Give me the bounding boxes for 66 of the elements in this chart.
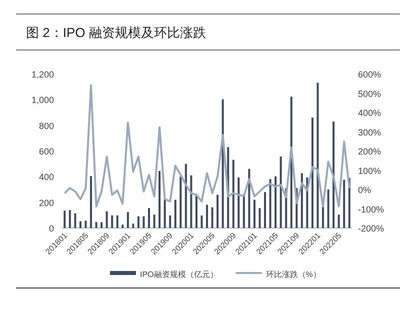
bar [90,176,92,228]
y-tick-label: 200 [38,198,54,208]
bar [311,118,314,228]
bar [232,160,234,228]
y-tick-label: 0 [48,224,54,234]
bar [68,210,71,228]
bar [126,212,129,228]
bar [264,192,266,228]
bar [84,220,87,228]
bar [95,222,98,228]
bar [122,224,124,228]
y-tick-label: 1,000 [31,95,54,106]
y2-tick-label: 400% [358,108,382,118]
bar [164,198,166,228]
y-tick-label: 400 [38,172,54,182]
y-tick-label: 600 [38,146,54,156]
bar [332,122,335,228]
bar [116,215,118,228]
y2-tick-label: 200% [358,146,382,156]
bar [338,214,340,228]
bar [153,214,156,228]
y2-tick-label: 500% [358,88,382,99]
bar [242,194,245,228]
bar [79,221,82,228]
bar [211,207,214,228]
bar [148,208,150,228]
bar [274,176,277,228]
bar [169,215,172,228]
bar [327,190,330,228]
bar [132,224,134,228]
y2-tick-label: -200% [358,224,384,234]
y-tick-label: 800 [38,120,54,131]
chart-title: 图 2：IPO 融资规模及环比涨跌 [26,25,206,40]
y2-tick-label: -100% [358,204,384,214]
bar [184,164,187,228]
bar [343,180,346,228]
bar [180,176,182,228]
legend-label: IPO融资规模（亿元） [140,270,218,279]
y2-tick-label: 0% [358,185,372,195]
bar [216,194,219,228]
bar [206,204,208,228]
bar [174,200,176,228]
bar [258,208,261,228]
y2-tick-label: 300% [358,127,382,138]
bar [106,211,108,228]
bar [269,179,272,228]
y2-tick-label: 600% [358,70,382,80]
bar [142,216,145,228]
y2-tick-label: 100% [358,166,382,176]
bar [74,213,76,228]
bar [322,206,324,228]
bar [253,200,256,228]
legend-label: 环比涨跌（%） [266,270,321,279]
bar [64,210,66,228]
bar [238,177,240,228]
bar [195,194,198,228]
bar [280,156,282,228]
bar [158,170,161,228]
bar [137,216,140,228]
y-tick-label: 1,200 [31,70,54,80]
bar [111,215,114,228]
bar [316,82,319,228]
bar [190,175,192,228]
bar [200,215,203,228]
bar [300,173,303,228]
bar [100,222,103,228]
